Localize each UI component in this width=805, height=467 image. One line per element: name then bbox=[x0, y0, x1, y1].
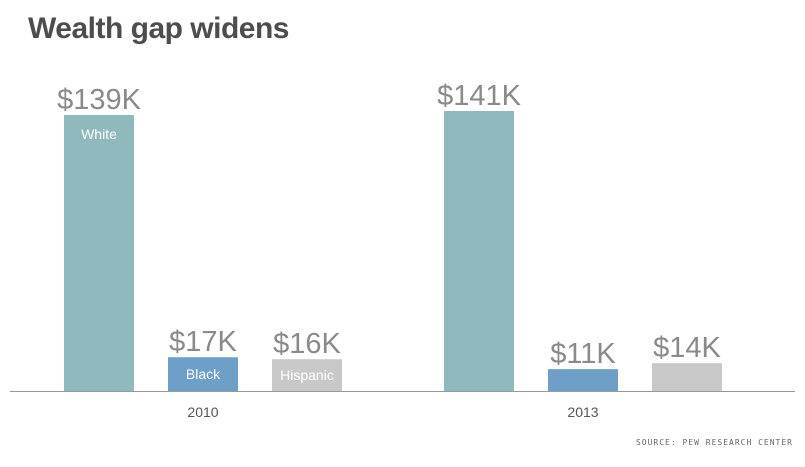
bar-black-2010 bbox=[168, 357, 238, 391]
bar-white-2013 bbox=[444, 111, 514, 391]
bar-hispanic-2013 bbox=[652, 363, 722, 391]
data-label-black-2010: $17K bbox=[169, 326, 237, 358]
bar-label-black: Black bbox=[186, 366, 221, 382]
data-label-hispanic-2013: $14K bbox=[653, 332, 721, 364]
x-tick-label-2013: 2013 bbox=[567, 404, 598, 420]
bar-black-2013 bbox=[548, 369, 618, 391]
bar-white-2010 bbox=[64, 114, 134, 392]
chart-title: Wealth gap widens bbox=[28, 12, 290, 45]
bar-label-hispanic: Hispanic bbox=[280, 367, 334, 383]
data-label-white-2010: $139K bbox=[57, 84, 142, 116]
data-label-black-2013: $11K bbox=[550, 338, 616, 370]
x-tick-label-2010: 2010 bbox=[187, 404, 218, 420]
bar-label-white: White bbox=[81, 126, 117, 142]
source-note: SOURCE: PEW RESEARCH CENTER bbox=[635, 438, 793, 447]
data-label-hispanic-2010: $16K bbox=[273, 328, 341, 360]
bar-hispanic-2010 bbox=[272, 359, 342, 391]
data-label-white-2013: $141K bbox=[437, 80, 522, 112]
